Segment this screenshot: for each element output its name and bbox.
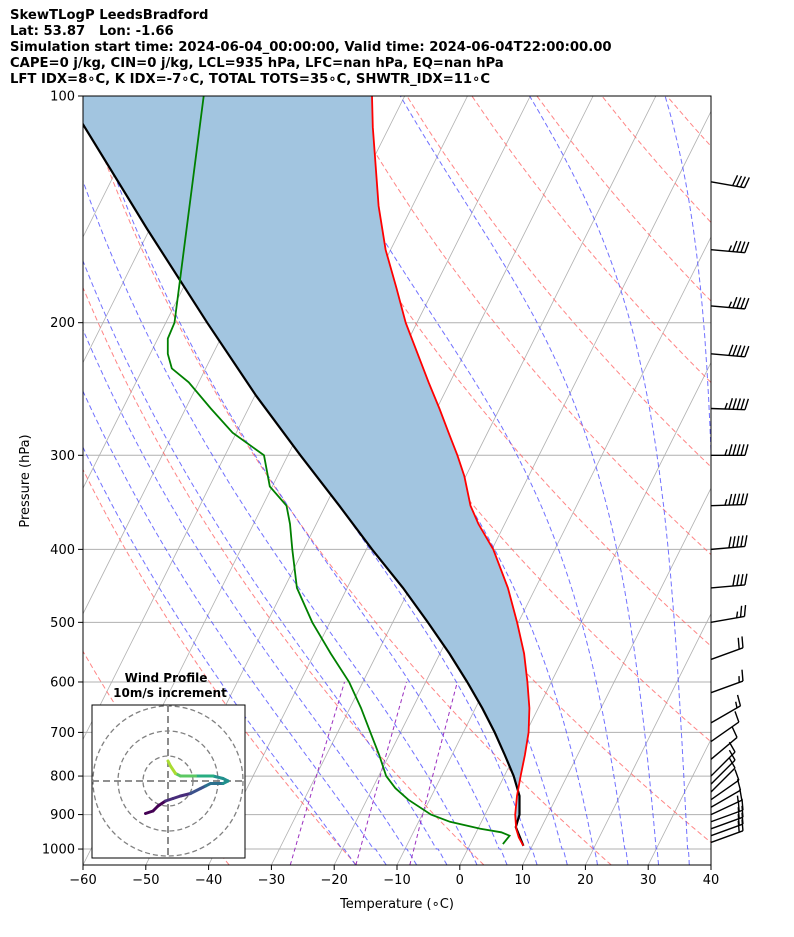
wind-barb	[710, 636, 744, 661]
x-axis-label: Temperature (∘C)	[339, 897, 454, 912]
dry-adiabat-line	[666, 96, 711, 148]
moist-adiabat-line	[83, 179, 478, 865]
y-tick-label: 300	[50, 449, 75, 464]
dry-adiabat-line	[341, 96, 711, 556]
location-line: Lat: 53.87 Lon: -1.66	[10, 24, 174, 39]
y-tick-label: 1000	[42, 843, 75, 858]
wind-barb	[710, 605, 747, 624]
wind-barb	[710, 694, 742, 724]
wind-barb	[710, 669, 744, 694]
wind-barb	[710, 819, 744, 844]
x-tick-label: −50	[132, 873, 159, 888]
dry-adiabat-line	[601, 96, 711, 224]
moist-adiabat-line	[664, 96, 711, 467]
moist-adiabat-line	[301, 96, 629, 865]
dewpoint-line	[166, 96, 512, 845]
isotherm-line	[396, 236, 711, 865]
dry-adiabat-line	[406, 96, 711, 468]
hodograph-segment	[166, 759, 172, 768]
parcel-profile-line	[83, 122, 525, 847]
x-tick-label: −20	[320, 873, 347, 888]
wind-barb	[710, 749, 736, 785]
wind-barb	[710, 398, 750, 411]
wind-barb	[710, 535, 748, 551]
y-tick-label: 800	[50, 770, 75, 785]
cape-cin-shading	[83, 96, 530, 846]
wind-barb	[710, 573, 748, 589]
moist-adiabat-line	[83, 259, 448, 865]
hodograph-title: Wind Profile	[125, 671, 208, 685]
y-tick-label: 700	[50, 726, 75, 741]
moist-adiabat-line	[83, 328, 418, 865]
chart-title: SkewTLogP LeedsBradford	[10, 8, 209, 23]
moist-adiabat-line	[86, 96, 508, 865]
moist-adiabat-line	[227, 96, 598, 865]
isotherm-line	[585, 612, 711, 865]
wind-barb	[710, 175, 750, 189]
wind-barb	[710, 711, 740, 743]
wind-barb	[710, 757, 736, 793]
time-line: Simulation start time: 2024-06-04_00:00:…	[10, 40, 612, 55]
indices-line-1: CAPE=0 j/kg, CIN=0 j/kg, LCL=935 hPa, LF…	[10, 56, 504, 71]
dry-adiabat-line	[536, 96, 711, 302]
isotherm-line	[83, 96, 154, 238]
wind-barb	[710, 296, 750, 310]
hodograph-segment	[156, 799, 167, 808]
y-axis-label: Pressure (hPa)	[18, 434, 33, 527]
wind-barb	[711, 444, 749, 456]
y-tick-label: 200	[50, 316, 75, 331]
isotherm-line	[83, 96, 92, 113]
dry-adiabat-line	[276, 96, 711, 647]
hodograph-inset: Wind Profile 10m/s increment	[91, 671, 246, 859]
isotherm-line	[333, 110, 711, 865]
x-tick-label: −10	[383, 873, 410, 888]
y-tick-label: 900	[50, 808, 75, 823]
x-tick-label: 0	[456, 873, 464, 888]
y-tick-label: 500	[50, 616, 75, 631]
x-tick-label: 10	[514, 873, 531, 888]
hodograph-segment	[169, 764, 177, 775]
dry-adiabat-line	[83, 97, 612, 865]
x-tick-label: −30	[258, 873, 285, 888]
wind-barb	[710, 344, 750, 358]
wind-barb	[710, 726, 738, 760]
wind-barb	[710, 240, 750, 254]
indices-line-2: LFT IDX=8∘C, K IDX=-7∘C, TOTAL TOTS=35∘C…	[10, 72, 491, 87]
wind-barb	[710, 769, 740, 801]
hodograph-segment	[189, 787, 202, 795]
moist-adiabat-line	[83, 446, 357, 865]
x-tick-label: −60	[69, 873, 96, 888]
hodograph-segment	[211, 774, 225, 780]
dry-adiabat-line	[146, 96, 711, 844]
x-tick-label: −40	[195, 873, 222, 888]
temperature-line	[371, 96, 531, 847]
wind-barb	[710, 779, 742, 808]
moist-adiabat-line	[529, 96, 690, 865]
y-tick-label: 600	[50, 675, 75, 690]
mixing-ratio-line	[409, 681, 458, 865]
x-tick-label: 20	[577, 873, 594, 888]
wind-barb	[710, 493, 749, 507]
y-tick-label: 400	[50, 543, 75, 558]
y-tick-label: 100	[50, 90, 75, 105]
hodograph-segment	[179, 792, 192, 798]
mixing-ratio-line	[355, 681, 407, 865]
isotherm-line	[647, 738, 711, 865]
hodograph-subtitle: 10m/s increment	[113, 686, 227, 700]
wind-barb	[710, 741, 736, 777]
moist-adiabat-line	[399, 96, 660, 865]
x-tick-label: 40	[703, 873, 720, 888]
dry-adiabat-line	[83, 468, 357, 865]
dry-adiabat-line	[83, 286, 485, 865]
x-tick-label: 30	[640, 873, 657, 888]
moist-adiabat-line	[83, 390, 387, 865]
mixing-ratio-line	[289, 681, 345, 865]
isotherm-line	[522, 487, 711, 865]
